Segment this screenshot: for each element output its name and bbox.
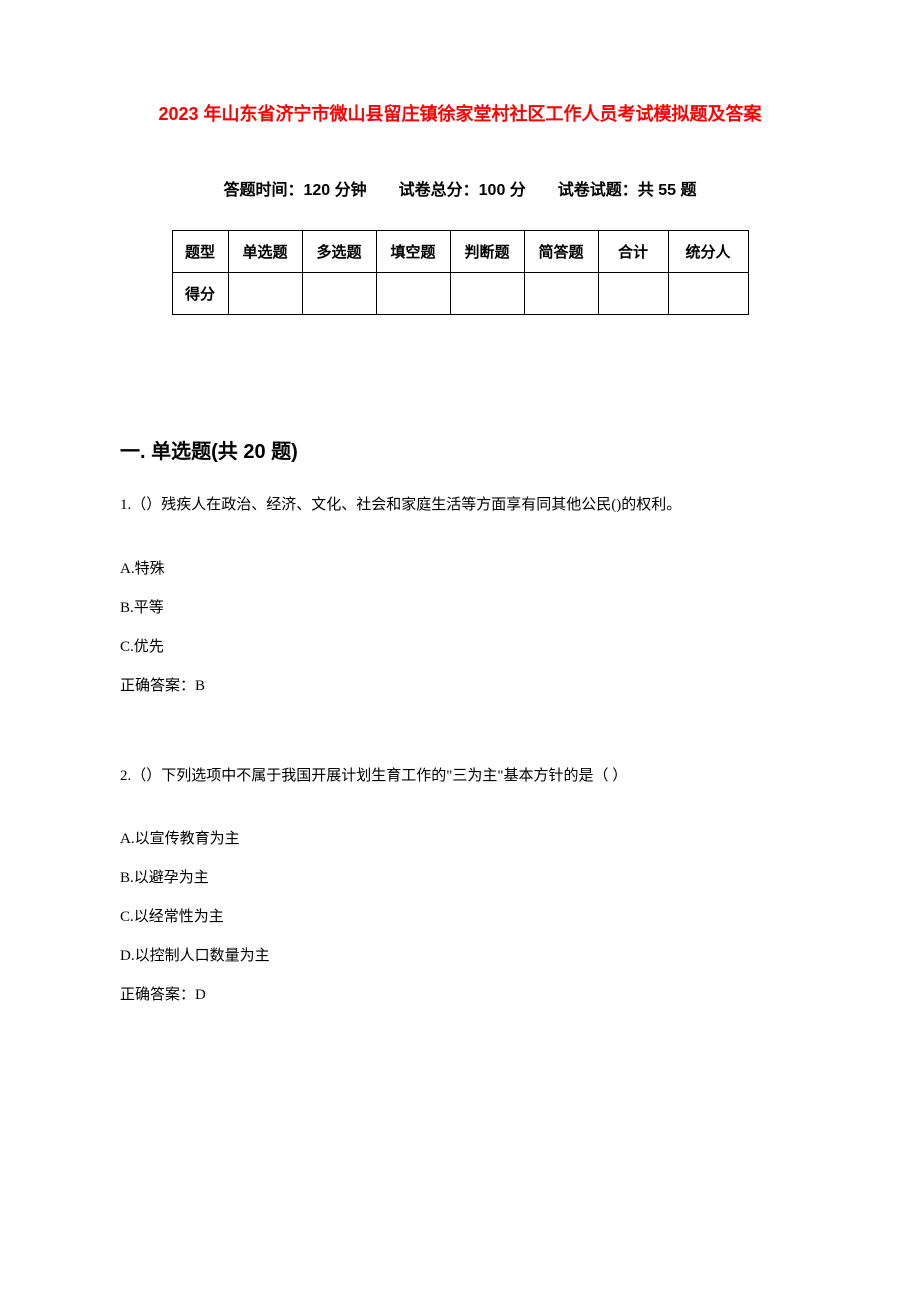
column-header: 判断题: [450, 231, 524, 273]
score-table: 题型 单选题 多选题 填空题 判断题 简答题 合计 统分人 得分: [172, 230, 749, 315]
question-answer: 正确答案：B: [120, 674, 800, 695]
table-row: 得分: [172, 273, 748, 315]
section-title: 一. 单选题(共 20 题): [120, 435, 800, 464]
empty-cell: [228, 273, 302, 315]
column-header: 单选题: [228, 231, 302, 273]
column-header: 填空题: [376, 231, 450, 273]
question-option: A.以宣传教育为主: [120, 827, 800, 848]
table-row: 题型 单选题 多选题 填空题 判断题 简答题 合计 统分人: [172, 231, 748, 273]
question-text: 1.（）残疾人在政治、经济、文化、社会和家庭生活等方面享有同其他公民()的权利。: [120, 494, 800, 517]
empty-cell: [524, 273, 598, 315]
row-label: 得分: [172, 273, 228, 315]
question-option: D.以控制人口数量为主: [120, 944, 800, 965]
empty-cell: [450, 273, 524, 315]
question-answer: 正确答案：D: [120, 983, 800, 1004]
question-option: C.以经常性为主: [120, 905, 800, 926]
exam-info: 答题时间：120 分钟 试卷总分：100 分 试卷试题：共 55 题: [120, 176, 800, 200]
document-title: 2023 年山东省济宁市微山县留庄镇徐家堂村社区工作人员考试模拟题及答案: [120, 100, 800, 126]
empty-cell: [598, 273, 668, 315]
question-option: B.平等: [120, 596, 800, 617]
empty-cell: [302, 273, 376, 315]
empty-cell: [376, 273, 450, 315]
row-label: 题型: [172, 231, 228, 273]
column-header: 简答题: [524, 231, 598, 273]
question-option: A.特殊: [120, 557, 800, 578]
column-header: 合计: [598, 231, 668, 273]
question-option: C.优先: [120, 635, 800, 656]
question-option: B.以避孕为主: [120, 866, 800, 887]
question-text: 2.（）下列选项中不属于我国开展计划生育工作的"三为主"基本方针的是（ ）: [120, 765, 800, 788]
empty-cell: [668, 273, 748, 315]
column-header: 多选题: [302, 231, 376, 273]
column-header: 统分人: [668, 231, 748, 273]
